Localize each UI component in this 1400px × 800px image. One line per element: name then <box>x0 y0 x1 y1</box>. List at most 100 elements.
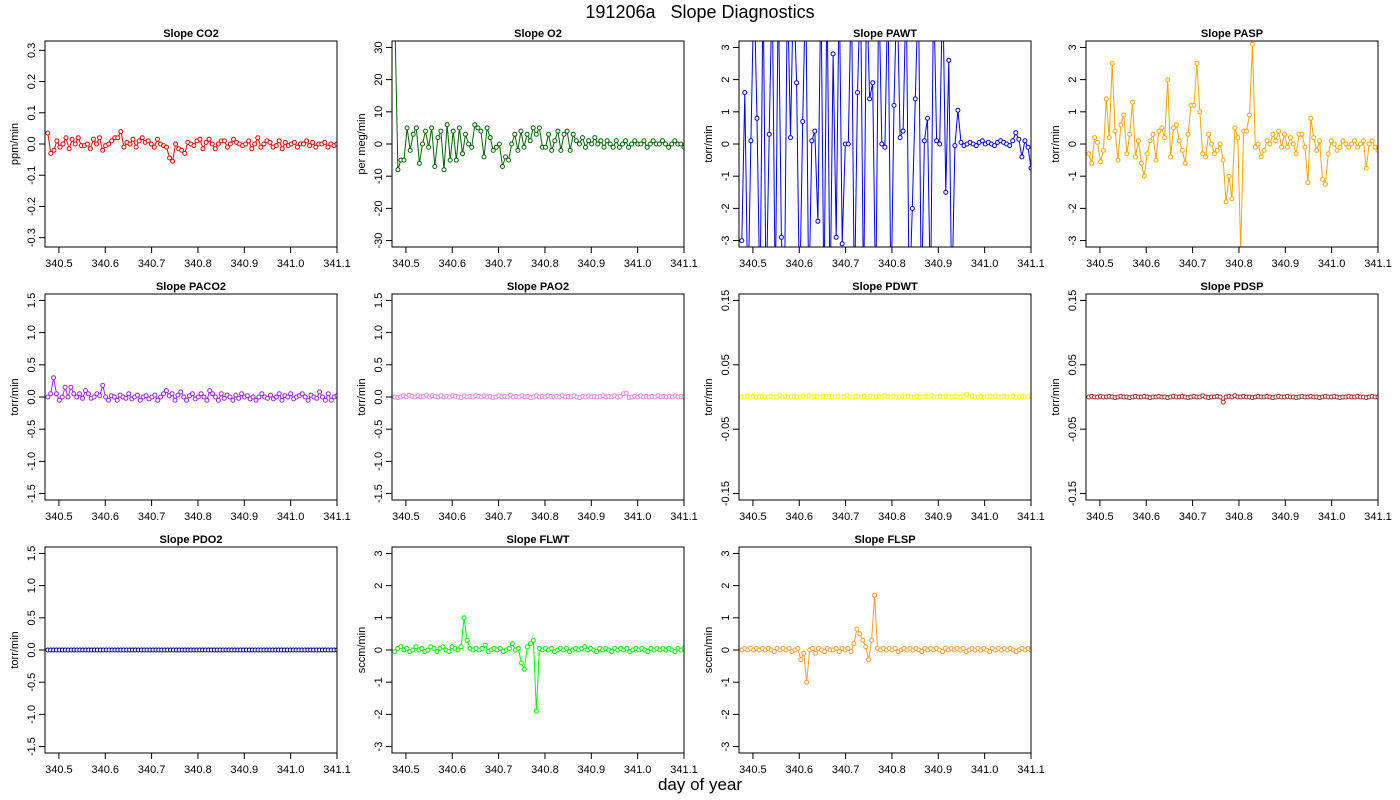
data-point <box>1115 157 1121 163</box>
data-point <box>487 135 493 141</box>
data-point <box>328 397 334 403</box>
x-tick-label: 341.1 <box>1017 511 1045 523</box>
data-point <box>56 397 62 403</box>
x-tick-label: 340.5 <box>739 511 767 523</box>
data-point <box>45 394 51 400</box>
data-point <box>401 157 407 163</box>
data-point <box>57 144 63 150</box>
data-point <box>672 138 678 144</box>
data-point <box>130 136 136 142</box>
data-point <box>54 138 60 144</box>
data-point <box>455 647 461 653</box>
data-point <box>804 679 810 685</box>
y-tick-label: -1 <box>373 677 385 687</box>
data-point <box>1366 141 1372 147</box>
data-point <box>256 394 262 400</box>
data-point <box>666 144 672 150</box>
x-tick-label: 340.9 <box>1272 511 1300 523</box>
data-point <box>564 645 569 651</box>
data-point <box>509 641 515 647</box>
data-point <box>1314 147 1320 153</box>
data-point <box>623 138 628 144</box>
x-tick-label: 341.0 <box>277 258 305 270</box>
data-point <box>589 141 595 147</box>
data-point <box>1176 138 1182 144</box>
data-point <box>1211 151 1217 157</box>
data-point <box>169 391 175 397</box>
data-point <box>1162 135 1168 141</box>
y-tick-label: 3 <box>373 550 385 556</box>
y-tick-label: 20 <box>373 74 385 86</box>
data-point <box>317 389 323 395</box>
data-point <box>1173 122 1179 128</box>
data-point <box>200 146 206 152</box>
data-point <box>1010 138 1016 144</box>
data-point <box>276 138 282 144</box>
x-tick-label: 340.9 <box>1272 258 1300 270</box>
data-point <box>1305 180 1311 186</box>
data-point <box>51 375 57 381</box>
data-point <box>921 138 927 144</box>
data-point <box>616 144 622 150</box>
panel-slope-pdwt: Slope PDWT 340.5 340.6 340.7 340.8 340.9 341.0… <box>703 281 1045 523</box>
data-point <box>812 128 818 134</box>
data-point <box>869 637 875 643</box>
data-point <box>246 138 252 144</box>
data-point <box>527 641 533 647</box>
x-tick-label: 340.8 <box>878 764 906 776</box>
series-group <box>1086 41 1378 247</box>
data-point <box>137 397 143 403</box>
data-point <box>1153 157 1159 163</box>
y-tick-label: 0.0 <box>26 389 38 404</box>
y-tick-label: -20 <box>373 200 385 216</box>
y-tick-label: 0 <box>720 647 732 653</box>
data-point <box>250 394 256 400</box>
data-point <box>1019 154 1025 160</box>
data-point <box>463 131 468 137</box>
x-tick-label: 341.0 <box>624 511 652 523</box>
data-point <box>1209 141 1214 147</box>
data-point <box>1346 144 1352 150</box>
x-tick-label: 340.6 <box>91 258 119 270</box>
y-tick-label: -3 <box>1067 236 1079 246</box>
data-point <box>663 141 668 147</box>
data-point <box>1007 143 1013 149</box>
data-point <box>1282 131 1287 137</box>
data-point <box>1331 141 1337 147</box>
data-point <box>807 303 811 307</box>
y-axis-label: per meg/min <box>356 113 368 174</box>
y-tick-label: 0.3 <box>26 43 38 58</box>
data-point <box>243 141 249 147</box>
data-point <box>54 391 59 397</box>
y-tick-label: -0.5 <box>373 420 385 439</box>
plot-frame <box>44 293 338 501</box>
panel-title: Slope CO2 <box>163 28 219 40</box>
data-point <box>1217 141 1223 147</box>
data-point <box>739 238 745 244</box>
data-point <box>497 645 503 651</box>
y-tick-label: 0 <box>1067 141 1079 147</box>
data-point <box>521 666 527 672</box>
data-point <box>798 657 804 663</box>
data-point <box>210 391 216 397</box>
data-point <box>1194 61 1200 66</box>
data-point <box>786 645 792 651</box>
y-tick-label: -1.0 <box>26 452 38 471</box>
data-point <box>103 394 109 400</box>
data-point <box>91 394 97 400</box>
data-point <box>145 138 151 144</box>
data-point <box>613 138 619 144</box>
data-point <box>900 128 906 134</box>
data-point <box>1168 154 1174 160</box>
data-point <box>224 144 230 150</box>
y-tick-label: -10 <box>373 168 385 184</box>
data-point <box>833 645 839 651</box>
x-tick-label: 340.6 <box>438 258 466 270</box>
y-tick-label: 3 <box>720 44 732 50</box>
data-point <box>1328 138 1334 144</box>
data-point <box>645 649 651 655</box>
data-point <box>1016 136 1022 142</box>
data-point <box>1287 135 1293 141</box>
y-tick-label: 10 <box>373 106 385 118</box>
data-point <box>479 645 485 651</box>
